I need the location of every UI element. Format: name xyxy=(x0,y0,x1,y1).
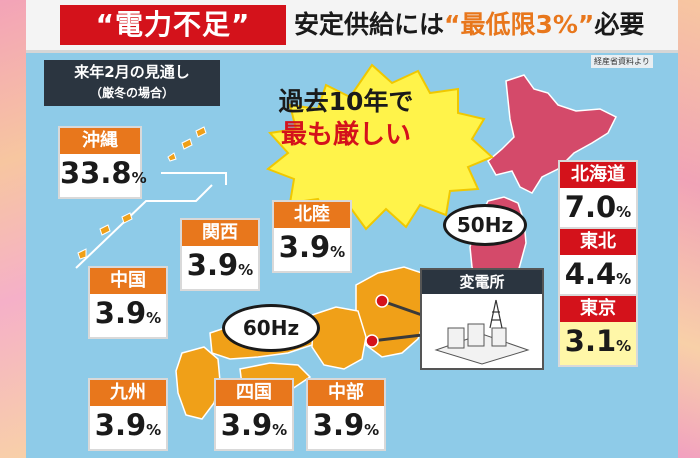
reserve-margin-number: 3.9 xyxy=(94,408,147,442)
region-name: 中国 xyxy=(90,268,166,294)
reserve-margin-number: 3.1 xyxy=(564,324,617,358)
kansai-region xyxy=(311,306,367,370)
region-value: 3.9% xyxy=(90,406,166,449)
region-value: 7.0% xyxy=(560,188,636,231)
region-name: 北海道 xyxy=(560,162,636,188)
region-value: 3.1% xyxy=(560,322,636,365)
okinawa-separator xyxy=(75,172,227,269)
percent-unit: % xyxy=(272,421,288,439)
reserve-margin-number: 3.9 xyxy=(278,230,331,264)
percent-unit: % xyxy=(364,421,380,439)
region-value: 33.8% xyxy=(60,154,147,197)
region-value: 3.9% xyxy=(308,406,384,449)
reserve-margin-number: 3.9 xyxy=(94,296,147,330)
region-value: 3.9% xyxy=(216,406,292,449)
region-hokuriku: 北陸 3.9% xyxy=(272,200,352,273)
region-shikoku: 四国 3.9% xyxy=(214,378,294,451)
left-decor-stripe xyxy=(0,0,26,458)
title-text-highlight: “最低限3%” xyxy=(444,10,595,39)
reserve-margin-number: 3.9 xyxy=(220,408,273,442)
title-text-before: 安定供給には xyxy=(294,10,445,39)
percent-unit: % xyxy=(131,169,147,187)
region-name: 九州 xyxy=(90,380,166,406)
region-name: 沖縄 xyxy=(60,128,140,154)
title-text: 安定供給には“最低限3%”必要 xyxy=(294,5,644,45)
callout-text: 過去10年で 最も厳しい xyxy=(224,86,468,152)
source-credit: 経産省資料より xyxy=(591,55,653,68)
right-decor-stripe xyxy=(678,0,700,458)
reserve-margin-number: 7.0 xyxy=(564,190,617,224)
percent-unit: % xyxy=(238,261,254,279)
kyushu-region xyxy=(175,346,221,420)
frequency-east-label: 50Hz xyxy=(443,204,527,246)
okinawa-islands xyxy=(77,126,207,260)
region-value: 3.9% xyxy=(182,246,258,289)
region-kyushu: 九州 3.9% xyxy=(88,378,168,451)
region-name: 北陸 xyxy=(274,202,350,228)
region-okinawa: 沖縄 33.8% xyxy=(58,126,147,199)
substation-illustration xyxy=(434,299,530,365)
callout-burst xyxy=(266,63,494,231)
region-chugoku: 中国 3.9% xyxy=(88,266,168,339)
reserve-margin-number: 3.9 xyxy=(186,248,239,282)
region-value: 4.4% xyxy=(560,255,636,298)
region-value: 3.9% xyxy=(274,228,350,271)
substation-panel: 変電所 xyxy=(420,268,544,370)
reserve-margin-number: 4.4 xyxy=(564,257,617,291)
percent-unit: % xyxy=(146,309,162,327)
region-hokkaido: 北海道 7.0% xyxy=(558,160,638,233)
reserve-margin-number: 3.9 xyxy=(312,408,365,442)
frequency-west-label: 60Hz xyxy=(222,304,320,352)
title-text-after: 必要 xyxy=(594,10,645,39)
region-chubu: 中部 3.9% xyxy=(306,378,386,451)
callout-line-1: 過去10年で xyxy=(278,87,414,116)
region-value: 3.9% xyxy=(90,294,166,337)
region-tohoku: 東北 4.4% xyxy=(558,227,638,300)
title-bar: “電力不足” 安定供給には“最低限3%”必要 xyxy=(26,0,678,53)
substation-lines xyxy=(371,299,423,343)
region-name: 東京 xyxy=(560,296,636,322)
percent-unit: % xyxy=(146,421,162,439)
region-tokyo: 東京 3.1% xyxy=(558,294,638,367)
callout-line-2: 最も厳しい xyxy=(280,120,411,150)
region-name: 関西 xyxy=(182,220,258,246)
title-highlight: “電力不足” xyxy=(60,5,286,45)
substation-marker-2 xyxy=(365,334,379,348)
forecast-label: 来年2月の見通し （厳冬の場合） xyxy=(44,60,220,106)
reserve-margin-number: 33.8 xyxy=(60,156,132,190)
substation-label: 変電所 xyxy=(422,270,542,294)
percent-unit: % xyxy=(616,337,632,355)
region-name: 四国 xyxy=(216,380,292,406)
forecast-line-1: 来年2月の見通し xyxy=(74,63,190,81)
percent-unit: % xyxy=(330,243,346,261)
region-name: 東北 xyxy=(560,229,636,255)
percent-unit: % xyxy=(616,270,632,288)
forecast-line-2: （厳冬の場合） xyxy=(89,86,174,100)
percent-unit: % xyxy=(616,203,632,221)
substation-marker-1 xyxy=(375,294,389,308)
region-name: 中部 xyxy=(308,380,384,406)
region-kansai: 関西 3.9% xyxy=(180,218,260,291)
